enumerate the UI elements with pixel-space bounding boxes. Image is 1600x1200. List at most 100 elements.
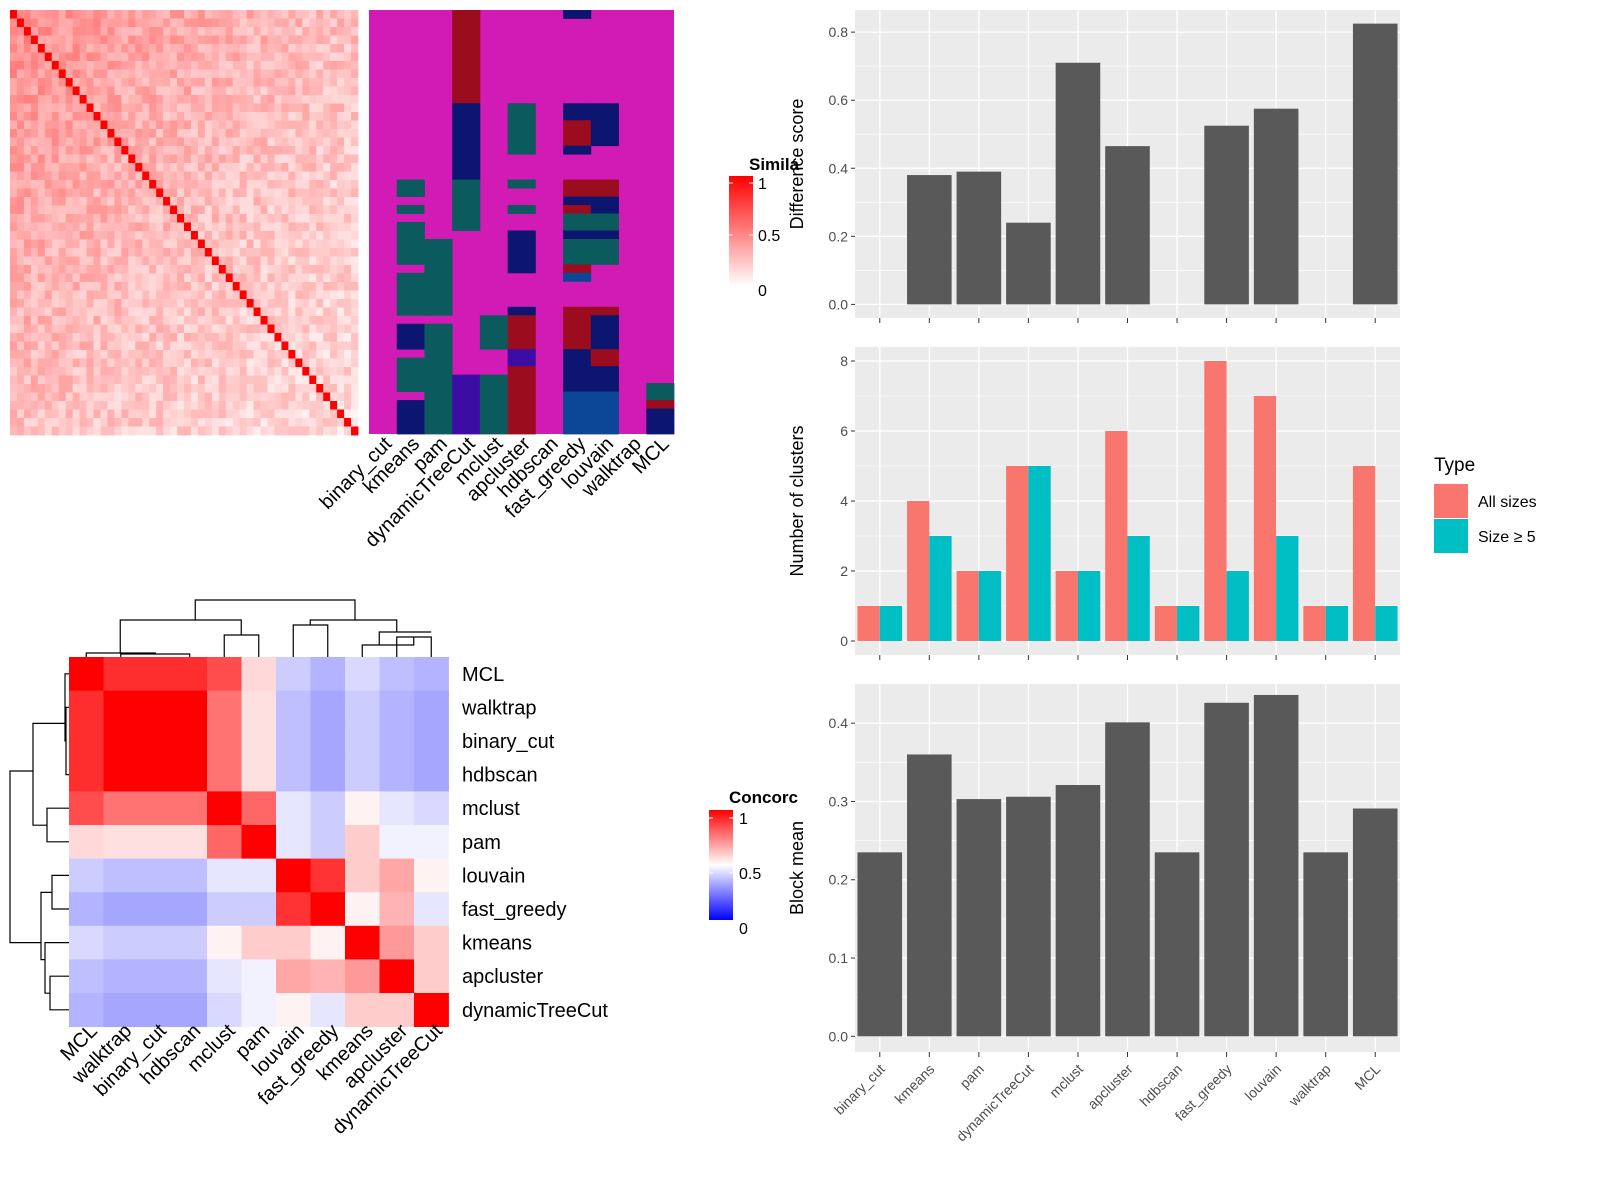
heatmap-cell xyxy=(72,248,80,257)
heatmap-cell xyxy=(246,392,254,402)
heatmap-cell xyxy=(197,171,206,181)
heatmap-cell xyxy=(128,358,136,368)
heatmap-cell xyxy=(30,324,39,334)
y-tick-label: 8 xyxy=(840,353,848,369)
heatmap-cell xyxy=(232,35,241,45)
heatmap-cell xyxy=(30,265,39,274)
bar xyxy=(1154,852,1200,1037)
heatmap-cell xyxy=(163,367,171,376)
heatmap-cell xyxy=(239,120,248,130)
heatmap-cell xyxy=(288,205,296,215)
heatmap-cell xyxy=(260,35,268,45)
heatmap-cell xyxy=(65,316,74,325)
heatmap-cell xyxy=(93,95,101,104)
heatmap-cell xyxy=(302,61,310,70)
heatmap-cell xyxy=(114,307,122,317)
concordance-cell xyxy=(414,690,449,725)
concordance-cell xyxy=(241,959,277,994)
heatmap-cell xyxy=(44,265,53,274)
heatmap-cell xyxy=(163,265,171,274)
heatmap-cell xyxy=(100,384,108,393)
heatmap-cell xyxy=(93,171,101,181)
heatmap-cell xyxy=(114,146,122,155)
heatmap-cell xyxy=(142,324,150,334)
heatmap-cell xyxy=(351,188,359,198)
heatmap-cell xyxy=(107,78,115,87)
heatmap-cell xyxy=(86,409,94,419)
heatmap-cell xyxy=(204,103,213,113)
heatmap-cell xyxy=(260,52,268,62)
heatmap-cell xyxy=(135,350,143,359)
heatmap-cell xyxy=(65,248,74,257)
concordance-cell xyxy=(172,959,208,994)
heatmap-cell xyxy=(23,129,32,138)
heatmap-cell xyxy=(288,384,296,393)
heatmap-cell xyxy=(79,205,87,215)
heatmap-cell xyxy=(135,120,143,130)
heatmap-cell xyxy=(232,86,241,96)
heatmap-cell xyxy=(114,154,122,164)
heatmap-cell xyxy=(288,290,296,300)
heatmap-cell xyxy=(323,299,331,308)
heatmap-cell xyxy=(79,95,87,104)
heatmap-cell xyxy=(295,69,303,79)
heatmap-cell xyxy=(86,307,94,317)
heatmap-cell xyxy=(309,401,317,410)
heatmap-cell xyxy=(72,137,80,147)
concordance-cell xyxy=(276,858,311,893)
heatmap-cell xyxy=(10,69,18,79)
heatmap-cell xyxy=(225,214,234,223)
heatmap-cell xyxy=(149,146,157,155)
heatmap-cell xyxy=(128,290,136,300)
heatmap-cell xyxy=(58,103,67,113)
heatmap-cell xyxy=(281,103,289,113)
heatmap-cell xyxy=(100,61,108,70)
heatmap-cell xyxy=(121,78,129,87)
heatmap-cell xyxy=(93,418,101,427)
bar xyxy=(1204,125,1249,305)
heatmap-cell xyxy=(37,401,46,410)
heatmap-cell xyxy=(253,426,261,436)
bar xyxy=(1253,694,1299,1037)
heatmap-cell xyxy=(86,197,94,206)
heatmap-cell xyxy=(79,282,87,291)
heatmap-cell xyxy=(211,290,220,300)
heatmap-cell xyxy=(239,44,248,53)
heatmap-cell xyxy=(10,222,18,232)
heatmap-cell xyxy=(135,239,143,249)
heatmap-cell xyxy=(121,69,129,79)
heatmap-cell xyxy=(295,103,303,113)
heatmap-cell xyxy=(302,256,310,266)
heatmap-cell xyxy=(44,299,53,308)
heatmap-cell xyxy=(170,299,178,308)
heatmap-cell xyxy=(37,27,46,36)
heatmap-cell xyxy=(260,307,268,317)
heatmap-cell xyxy=(170,27,178,36)
concordance-cell xyxy=(172,993,208,1027)
heatmap-cell xyxy=(93,112,101,121)
heatmap-cell xyxy=(295,307,303,317)
heatmap-cell xyxy=(128,205,136,215)
heatmap-cell xyxy=(281,324,289,334)
heatmap-cell xyxy=(107,10,115,19)
heatmap-cell xyxy=(211,69,220,79)
heatmap-cell xyxy=(316,146,324,155)
heatmap-cell xyxy=(93,78,101,87)
heatmap-cell xyxy=(309,129,317,138)
heatmap-cell xyxy=(23,120,32,130)
heatmap-cell xyxy=(295,290,303,300)
left-dendrogram-branch xyxy=(49,975,69,1011)
heatmap-cell xyxy=(267,324,275,334)
heatmap-cell xyxy=(295,341,303,351)
heatmap-cell xyxy=(30,392,39,402)
heatmap-cell xyxy=(351,273,359,283)
heatmap-cell xyxy=(260,146,268,155)
heatmap-cell xyxy=(281,401,289,410)
heatmap-cell xyxy=(135,290,143,300)
heatmap-cell xyxy=(16,188,25,198)
y-tick-label: 0.0 xyxy=(829,1028,849,1044)
heatmap-cell xyxy=(330,10,338,19)
heatmap-cell xyxy=(309,86,317,96)
heatmap-cell xyxy=(93,86,101,96)
